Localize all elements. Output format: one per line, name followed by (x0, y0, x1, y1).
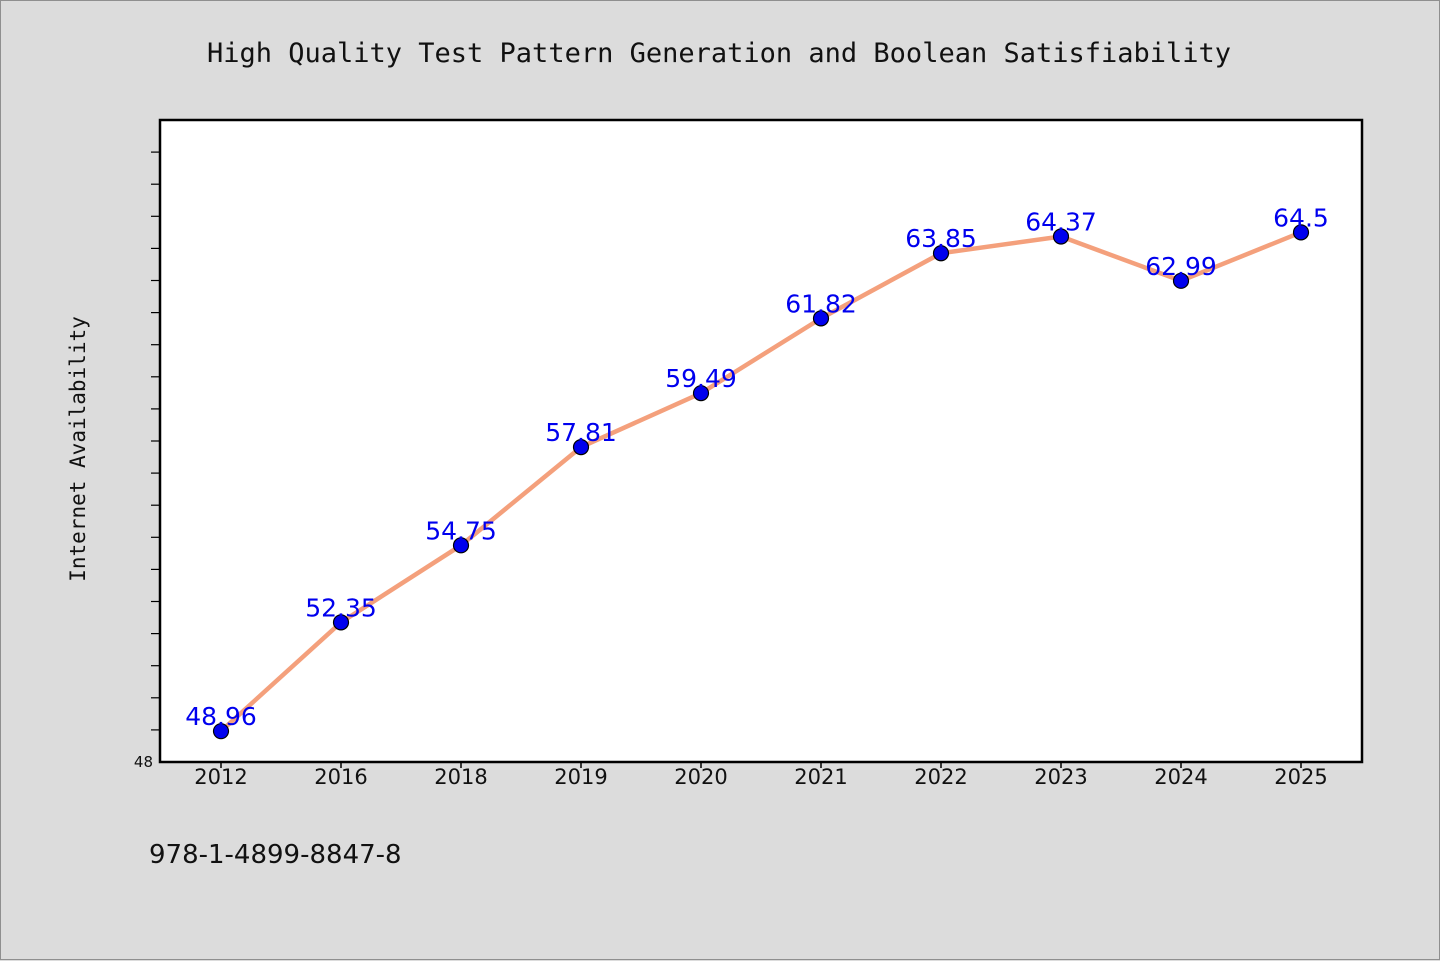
chart-title: High Quality Test Pattern Generation and… (207, 38, 1231, 69)
data-point (212, 723, 230, 740)
data-point (1172, 272, 1190, 289)
data-point (452, 537, 470, 554)
data-point (692, 385, 710, 402)
plot-area (158, 118, 1364, 764)
x-tick-label: 2019 (554, 765, 607, 789)
data-label: 61.82 (785, 289, 857, 318)
y-axis-ticks: 48 (134, 151, 160, 771)
data-point (1292, 224, 1310, 241)
data-point (932, 245, 950, 262)
x-tick-label: 2012 (194, 765, 247, 789)
data-label: 48.96 (185, 702, 257, 731)
data-point (332, 614, 350, 631)
data-label: 63.85 (905, 224, 977, 253)
data-label: 62.99 (1145, 252, 1217, 281)
data-labels: 48.96 52.35 54.75 57.81 59.49 61.82 63.85 64.37… (185, 203, 1329, 731)
data-label: 57.81 (545, 418, 617, 447)
x-tick-label: 2023 (1034, 765, 1087, 789)
y-tick-label: 48 (134, 753, 153, 771)
data-point (572, 438, 590, 456)
data-point (1052, 228, 1070, 245)
x-tick-label: 2016 (314, 765, 367, 789)
x-tick-label: 2018 (434, 765, 487, 789)
data-label: 54.75 (425, 516, 497, 545)
isbn-footnote: 978-1-4899-8847-8 (149, 840, 402, 870)
x-axis-ticks: 2012 2016 2018 2019 2020 2021 2022 2023 2024 2025 (194, 762, 1328, 789)
data-label: 64.5 (1273, 203, 1329, 232)
series-layer (212, 224, 1310, 740)
y-axis-label: Internet Availability (66, 316, 90, 582)
data-label: 59.49 (665, 364, 737, 393)
x-tick-label: 2024 (1154, 765, 1207, 789)
data-point (812, 310, 830, 327)
data-label: 64.37 (1025, 208, 1097, 237)
x-tick-label: 2022 (914, 765, 967, 789)
x-tick-label: 2025 (1274, 765, 1327, 789)
x-tick-label: 2020 (674, 765, 727, 789)
series-line (218, 230, 1304, 734)
data-label: 52.35 (305, 593, 377, 622)
x-tick-label: 2021 (794, 765, 847, 789)
